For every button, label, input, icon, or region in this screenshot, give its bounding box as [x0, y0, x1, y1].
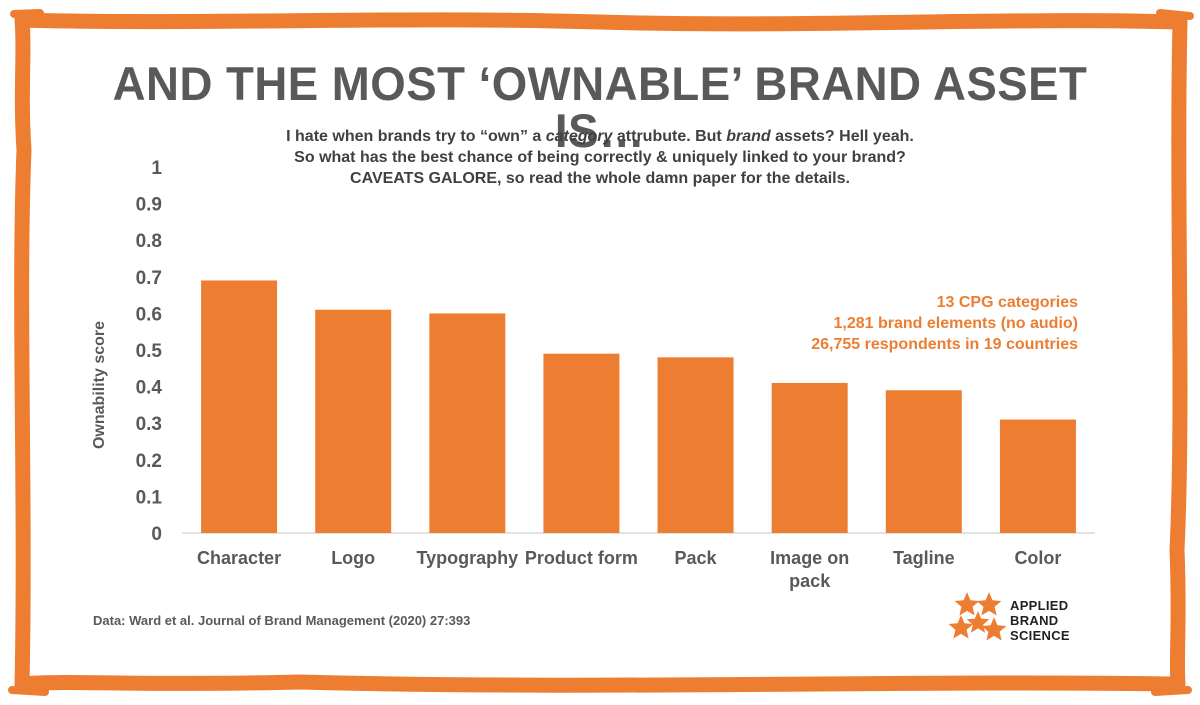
- y-tick-label: 0.1: [136, 487, 163, 508]
- applied-brand-science-logo: APPLIED BRAND SCIENCE: [948, 590, 1088, 650]
- bar-typography: [429, 313, 506, 533]
- logo-line-applied: APPLIED: [1010, 598, 1069, 613]
- x-tick-label: Logo: [331, 548, 375, 568]
- y-axis-title: Ownability score: [91, 321, 108, 449]
- stars-icon: [948, 592, 1007, 641]
- y-tick-label: 0.9: [136, 195, 162, 216]
- bar-product-form: [543, 353, 620, 533]
- x-tick-label: Tagline: [893, 548, 955, 568]
- star-shape: [954, 592, 980, 616]
- logo-line-science: SCIENCE: [1010, 628, 1070, 643]
- star-shape: [981, 617, 1007, 641]
- source-note: Data: Ward et al. Journal of Brand Manag…: [93, 613, 471, 628]
- x-tick-label: Product form: [525, 548, 638, 568]
- bar-image-on-pack: [771, 382, 848, 533]
- star-shape: [948, 615, 974, 639]
- star-shape: [976, 592, 1002, 616]
- y-tick-label: 0.4: [136, 378, 163, 399]
- x-tick-label: Image on: [770, 548, 849, 568]
- x-tick-label: Color: [1014, 548, 1061, 568]
- x-tick-label: Typography: [416, 548, 518, 568]
- y-tick-label: 0.8: [136, 231, 162, 252]
- y-tick-label: 0.6: [136, 304, 162, 325]
- x-tick-label: pack: [789, 571, 831, 591]
- y-tick-label: 0.7: [136, 268, 162, 289]
- y-tick-label: 0.3: [136, 414, 162, 435]
- subtitle-line-3: CAVEATS GALORE, so read the whole damn p…: [350, 170, 850, 187]
- stats-annotation: 13 CPG categories 1,281 brand elements (…: [811, 292, 1078, 355]
- bar-tagline: [885, 390, 962, 533]
- bar-character: [201, 280, 278, 533]
- bar-pack: [657, 357, 734, 533]
- y-tick-label: 0: [151, 524, 162, 545]
- stat-categories: 13 CPG categories: [936, 294, 1078, 311]
- subtitle-line-2: So what has the best chance of being cor…: [294, 149, 906, 166]
- bar-logo: [315, 309, 392, 533]
- y-tick-label: 1: [151, 158, 162, 179]
- x-tick-label: Character: [197, 548, 281, 568]
- y-tick-label: 0.5: [136, 341, 163, 362]
- headline: AND THE MOST ‘OWNABLE’ BRAND ASSET IS…: [112, 57, 1088, 157]
- logo-line-brand: BRAND: [1010, 613, 1059, 628]
- bar-color: [999, 419, 1076, 533]
- stat-respondents: 26,755 respondents in 19 countries: [811, 336, 1078, 353]
- logo-wordmark: APPLIED BRAND SCIENCE: [1010, 598, 1070, 643]
- stat-brand-elements: 1,281 brand elements (no audio): [833, 315, 1079, 332]
- subtitle-line-1: I hate when brands try to “own” a catego…: [286, 128, 914, 145]
- x-tick-label: Pack: [675, 548, 718, 568]
- subtitle: I hate when brands try to “own” a catego…: [200, 126, 1000, 189]
- y-tick-label: 0.2: [136, 451, 162, 472]
